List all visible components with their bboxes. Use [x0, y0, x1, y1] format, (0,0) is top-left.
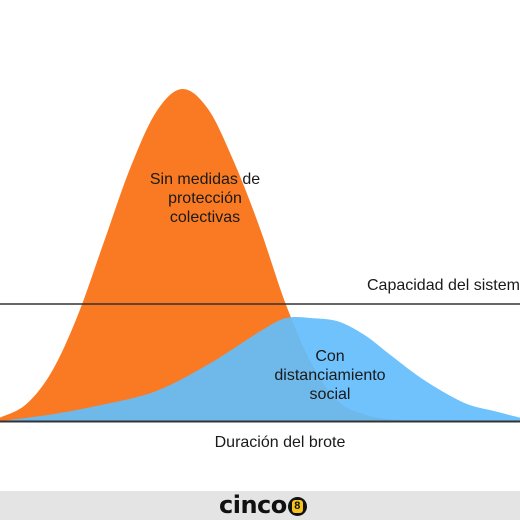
series-area-distanciamiento — [0, 316, 520, 421]
annotation-sin-medidas-line-3: colectivas — [169, 209, 241, 226]
series-area-sin-medidas — [0, 88, 468, 421]
annotation-sin-medidas-line-1: Sin medidas de — [149, 171, 261, 188]
annotation-distanciamiento: Con distanciamiento social — [250, 347, 410, 404]
annotation-sin-medidas-line-2: protección — [168, 190, 242, 207]
annotation-distanciamiento-line-2: distanciamiento — [274, 367, 386, 384]
logo-badge: 8 — [291, 500, 303, 513]
x-axis-label: Duración del brote — [214, 434, 346, 451]
annotation-distanciamiento-line-3: social — [309, 386, 351, 403]
annotation-sin-medidas: Sin medidas de protección colectivas — [125, 170, 285, 227]
cinco8-logo: cinco 8 — [219, 491, 307, 520]
capacity-label: Capacidad del sistema — [367, 277, 520, 294]
annotation-distanciamiento-line-1: Con — [315, 348, 345, 365]
logo-text: cinco — [219, 491, 287, 519]
logo-o-mark: 8 — [287, 497, 307, 516]
footer-bar — [0, 491, 520, 520]
